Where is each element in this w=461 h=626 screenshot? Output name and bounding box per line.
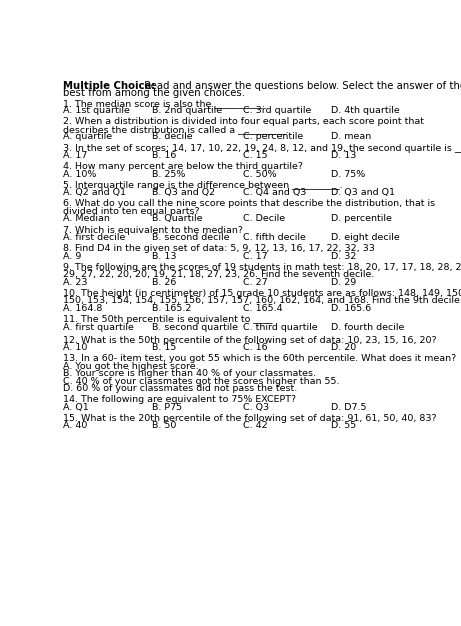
Text: 29, 27, 22, 20, 20, 19, 21, 18, 27, 23, 26. Find the seventh decile.: 29, 27, 22, 20, 20, 19, 21, 18, 27, 23, …	[63, 270, 374, 279]
Text: D. 4th quartile: D. 4th quartile	[331, 106, 400, 115]
Text: 150, 153, 154, 154, 155, 156, 157, 157, 160, 162, 164, and 168. Find the 9th dec: 150, 153, 154, 154, 155, 156, 157, 157, …	[63, 297, 461, 305]
Text: D. eight decile: D. eight decile	[331, 233, 400, 242]
Text: B. 15: B. 15	[152, 343, 177, 352]
Text: A. 9: A. 9	[63, 252, 81, 260]
Text: C. Decile: C. Decile	[243, 215, 285, 223]
Text: C. 50%: C. 50%	[243, 170, 277, 178]
Text: 8. Find D4 in the given set of data: 5, 9, 12, 13, 16, 17, 22, 32, 33: 8. Find D4 in the given set of data: 5, …	[63, 244, 375, 253]
Text: A. 1st quartile: A. 1st quartile	[63, 106, 130, 115]
Text: C. 40 % of your classmates got the scores higher than 55.: C. 40 % of your classmates got the score…	[63, 377, 339, 386]
Text: A. You got the highest score.: A. You got the highest score.	[63, 362, 199, 371]
Text: B. second quartile: B. second quartile	[152, 322, 238, 332]
Text: C. Q4 and Q3: C. Q4 and Q3	[243, 188, 307, 197]
Text: A. 17: A. 17	[63, 151, 87, 160]
Text: C. third quartile: C. third quartile	[243, 322, 318, 332]
Text: C. 15: C. 15	[243, 151, 268, 160]
Text: B. Q3 and Q2: B. Q3 and Q2	[152, 188, 215, 197]
Text: D. 20: D. 20	[331, 343, 356, 352]
Text: D. D7.5: D. D7.5	[331, 403, 366, 412]
Text: B. 26: B. 26	[152, 278, 177, 287]
Text: A. Median: A. Median	[63, 215, 110, 223]
Text: D. 75%: D. 75%	[331, 170, 365, 178]
Text: D. percentile: D. percentile	[331, 215, 392, 223]
Text: 14. The following are equivalent to 75% EXCEPT?: 14. The following are equivalent to 75% …	[63, 396, 296, 404]
Text: D. mean: D. mean	[331, 133, 371, 141]
Text: 12. What is the 50th percentile of the following set of data: 10, 23, 15, 16, 20: 12. What is the 50th percentile of the f…	[63, 336, 437, 345]
Text: 5. Interquartile range is the difference between __________.: 5. Interquartile range is the difference…	[63, 181, 343, 190]
Text: 9. The following are the scores of 19 students in math test: 18, 20, 17, 17, 18,: 9. The following are the scores of 19 st…	[63, 263, 461, 272]
Text: A. first decile: A. first decile	[63, 233, 125, 242]
Text: D. Q3 and Q1: D. Q3 and Q1	[331, 188, 395, 197]
Text: D. 55: D. 55	[331, 421, 356, 431]
Text: B. 25%: B. 25%	[152, 170, 186, 178]
Text: C. 17: C. 17	[243, 252, 268, 260]
Text: D. 32: D. 32	[331, 252, 356, 260]
Text: B. 16: B. 16	[152, 151, 177, 160]
Text: B. 50: B. 50	[152, 421, 177, 431]
Text: C. fifth decile: C. fifth decile	[243, 233, 306, 242]
Text: A. Q2 and Q1: A. Q2 and Q1	[63, 188, 126, 197]
Text: A. 164.8: A. 164.8	[63, 304, 102, 313]
Text: best from among the given choices.: best from among the given choices.	[63, 88, 245, 98]
Text: 4. How many percent are below the third quartile?: 4. How many percent are below the third …	[63, 162, 303, 171]
Text: B. 13: B. 13	[152, 252, 177, 260]
Text: D. 165.6: D. 165.6	[331, 304, 371, 313]
Text: A. 10%: A. 10%	[63, 170, 96, 178]
Text: 7. Which is equivalent to the median?: 7. Which is equivalent to the median?	[63, 225, 243, 235]
Text: C. percentile: C. percentile	[243, 133, 304, 141]
Text: C. 42: C. 42	[243, 421, 268, 431]
Text: A. Q1: A. Q1	[63, 403, 89, 412]
Text: A. 10: A. 10	[63, 343, 87, 352]
Text: B. Quartile: B. Quartile	[152, 215, 203, 223]
Text: 11. The 50th percentile is equivalent to ____: 11. The 50th percentile is equivalent to…	[63, 315, 272, 324]
Text: A. first quartile: A. first quartile	[63, 322, 134, 332]
Text: B. Your score is higher than 40 % of your classmates.: B. Your score is higher than 40 % of you…	[63, 369, 316, 378]
Text: B. decile: B. decile	[152, 133, 193, 141]
Text: divided into ten equal parts?: divided into ten equal parts?	[63, 207, 200, 216]
Text: A. 40: A. 40	[63, 421, 87, 431]
Text: A. quartile: A. quartile	[63, 133, 112, 141]
Text: C. Q3: C. Q3	[243, 403, 270, 412]
Text: 1. The median score is also the __________.: 1. The median score is also the ________…	[63, 99, 265, 108]
Text: 6. What do you call the nine score points that describe the distribution, that i: 6. What do you call the nine score point…	[63, 200, 435, 208]
Text: 2. When a distribution is divided into four equal parts, each score point that: 2. When a distribution is divided into f…	[63, 118, 424, 126]
Text: B. second decile: B. second decile	[152, 233, 230, 242]
Text: Multiple Choice:: Multiple Choice:	[63, 81, 155, 91]
Text: C. 27: C. 27	[243, 278, 268, 287]
Text: A. 23: A. 23	[63, 278, 88, 287]
Text: B. P75: B. P75	[152, 403, 183, 412]
Text: C. 3rd quartile: C. 3rd quartile	[243, 106, 312, 115]
Text: describes the distribution is called a __________.: describes the distribution is called a _…	[63, 125, 289, 134]
Text: 13. In a 60- item test, you got 55 which is the 60th percentile. What does it me: 13. In a 60- item test, you got 55 which…	[63, 354, 456, 363]
Text: 3. In the set of scores: 14, 17, 10, 22, 19, 24, 8, 12, and 19, the second quart: 3. In the set of scores: 14, 17, 10, 22,…	[63, 143, 461, 153]
Text: B. 165.2: B. 165.2	[152, 304, 192, 313]
Text: D. fourth decile: D. fourth decile	[331, 322, 404, 332]
Text: Read and answer the questions below. Select the answer of the: Read and answer the questions below. Sel…	[141, 81, 461, 91]
Text: 15. What is the 20th percentile of the following set of data: 91, 61, 50, 40, 83: 15. What is the 20th percentile of the f…	[63, 414, 437, 423]
Text: C. 165.4: C. 165.4	[243, 304, 283, 313]
Text: D. 13: D. 13	[331, 151, 356, 160]
Text: B. 2nd quartile: B. 2nd quartile	[152, 106, 222, 115]
Text: C. 16: C. 16	[243, 343, 268, 352]
Text: 10. The height (in centimeter) of 15 grade 10 students are as follows: 148, 149,: 10. The height (in centimeter) of 15 gra…	[63, 289, 461, 298]
Text: D. 29: D. 29	[331, 278, 356, 287]
Text: D. 60 % of your classmates did not pass the test.: D. 60 % of your classmates did not pass …	[63, 384, 297, 393]
